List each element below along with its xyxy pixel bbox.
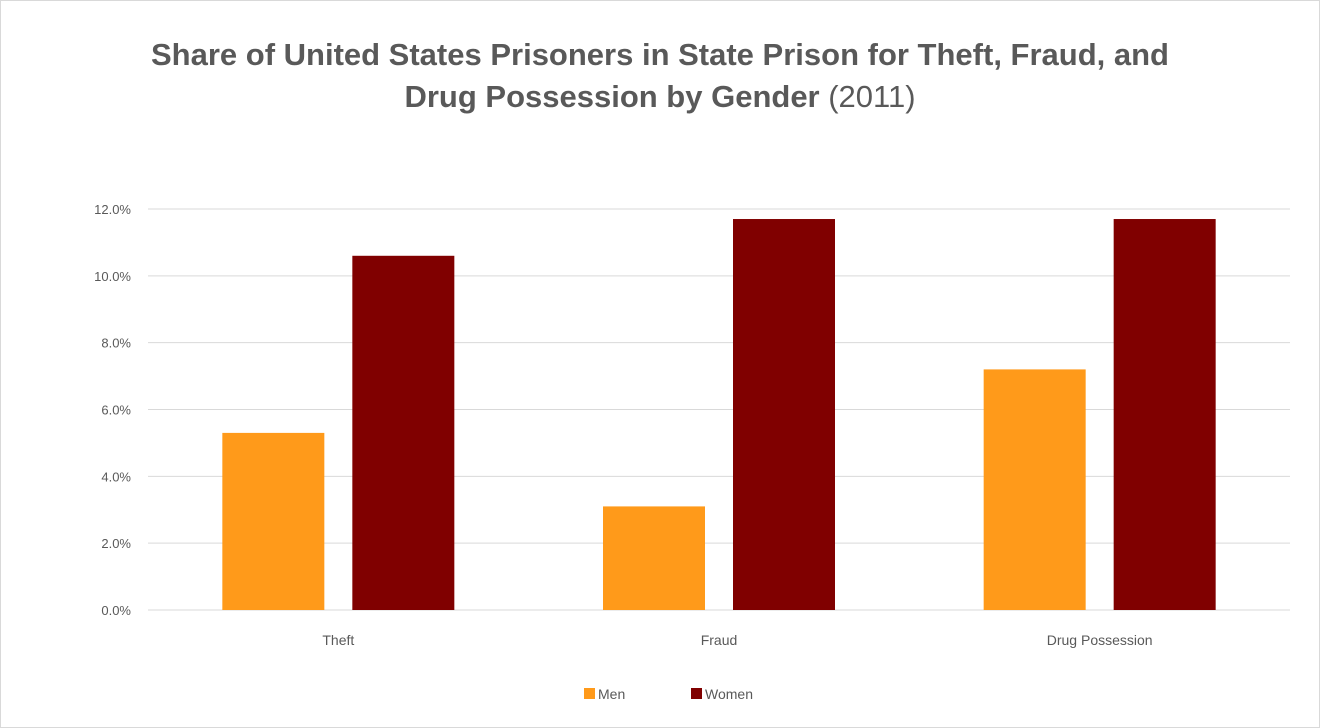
chart-title-line2: Drug Possession by Gender xyxy=(404,79,820,114)
legend-label-men: Men xyxy=(598,686,625,702)
gridlines xyxy=(148,208,1290,611)
bars xyxy=(222,219,1216,611)
y-tick-label: 0.0% xyxy=(101,603,131,618)
bar-women-theft xyxy=(352,255,455,611)
y-tick-label: 2.0% xyxy=(101,536,131,551)
x-tick-label: Drug Possession xyxy=(1047,632,1153,648)
x-tick-label: Fraud xyxy=(701,632,738,648)
y-tick-label: 8.0% xyxy=(101,336,131,351)
x-axis-tick-labels: Theft Fraud Drug Possession xyxy=(322,632,1152,648)
y-tick-label: 6.0% xyxy=(101,403,131,418)
bar-men-fraud xyxy=(603,506,705,610)
y-axis-tick-labels: 0.0% 2.0% 4.0% 6.0% 8.0% 10.0% 12.0% xyxy=(94,202,131,618)
y-tick-label: 10.0% xyxy=(94,269,131,284)
legend: Men Women xyxy=(584,686,753,702)
legend-swatch-women xyxy=(691,688,702,699)
bar-women-drug-possession xyxy=(1113,219,1216,610)
legend-swatch-men xyxy=(584,688,595,699)
y-tick-label: 12.0% xyxy=(94,202,131,217)
legend-label-women: Women xyxy=(705,686,753,702)
chart-title-year: (2011) xyxy=(819,79,916,114)
x-tick-label: Theft xyxy=(322,632,354,648)
bar-men-theft xyxy=(222,432,325,610)
bar-women-fraud xyxy=(733,219,835,610)
bar-men-drug-possession xyxy=(983,369,1086,610)
y-tick-label: 4.0% xyxy=(101,469,131,484)
chart-title: Share of United States Prisoners in Stat… xyxy=(0,34,1320,118)
chart-title-line1: Share of United States Prisoners in Stat… xyxy=(150,37,1169,72)
